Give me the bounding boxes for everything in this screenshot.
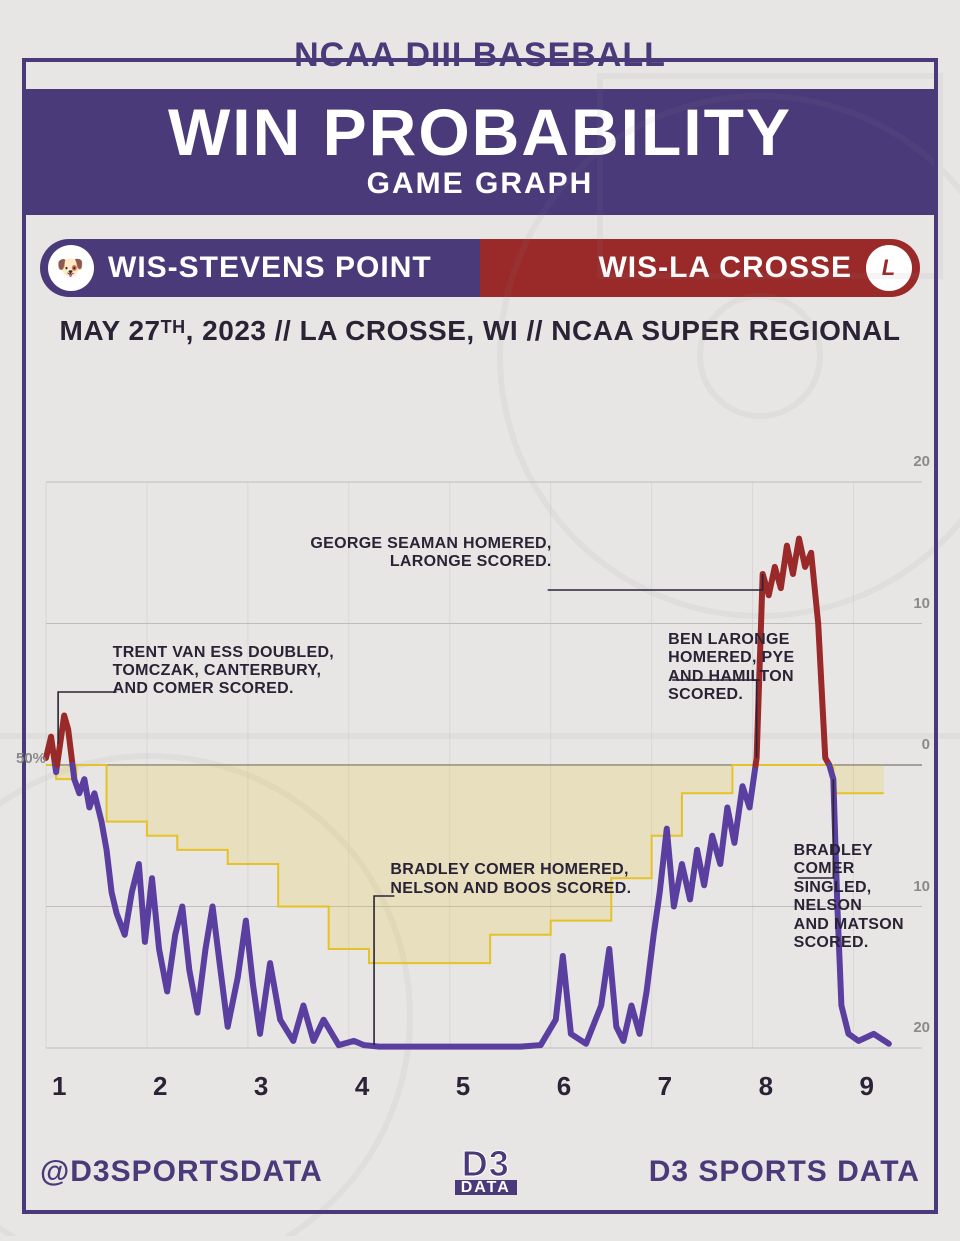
y-right-tick: 10 (913, 595, 930, 612)
y-right-tick: 0 (922, 736, 930, 753)
x-tick: 8 (753, 1071, 773, 1102)
y-left-50pct: 50% (16, 750, 46, 767)
x-tick: 9 (854, 1071, 874, 1102)
x-tick: 1 (46, 1071, 66, 1102)
y-right-tick: 20 (913, 453, 930, 470)
x-tick: 2 (147, 1071, 167, 1102)
chart-annotation: TRENT VAN ESS DOUBLED,TOMCZAK, CANTERBUR… (113, 644, 334, 699)
footer-brand: D3 SPORTS DATA (649, 1155, 920, 1189)
footer: @D3SPORTSDATA D3 DATA D3 SPORTS DATA (40, 1142, 920, 1202)
chart-annotation: BRADLEY COMERSINGLED, NELSONAND MATSONSC… (794, 842, 928, 952)
win-probability-chart: 50% 201001020123456789TRENT VAN ESS DOUB… (32, 458, 928, 1098)
x-tick: 7 (652, 1071, 672, 1102)
y-right-tick: 20 (913, 1019, 930, 1036)
chart-annotation: BRADLEY COMER HOMERED,NELSON AND BOOS SC… (390, 861, 631, 898)
meta-date-suffix: TH (161, 317, 186, 337)
footer-logo-bottom: DATA (455, 1180, 517, 1196)
chart-annotation: BEN LARONGEHOMERED, PYEAND HAMILTONSCORE… (668, 631, 794, 705)
chart-annotation: GEORGE SEAMAN HOMERED,LARONGE SCORED. (310, 535, 551, 572)
x-tick: 5 (450, 1071, 470, 1102)
x-tick: 6 (551, 1071, 571, 1102)
footer-logo-top: D3 (462, 1149, 510, 1180)
footer-handle: @D3SPORTSDATA (40, 1155, 323, 1189)
x-tick: 3 (248, 1071, 268, 1102)
footer-logo: D3 DATA (416, 1142, 556, 1202)
x-tick: 4 (349, 1071, 369, 1102)
